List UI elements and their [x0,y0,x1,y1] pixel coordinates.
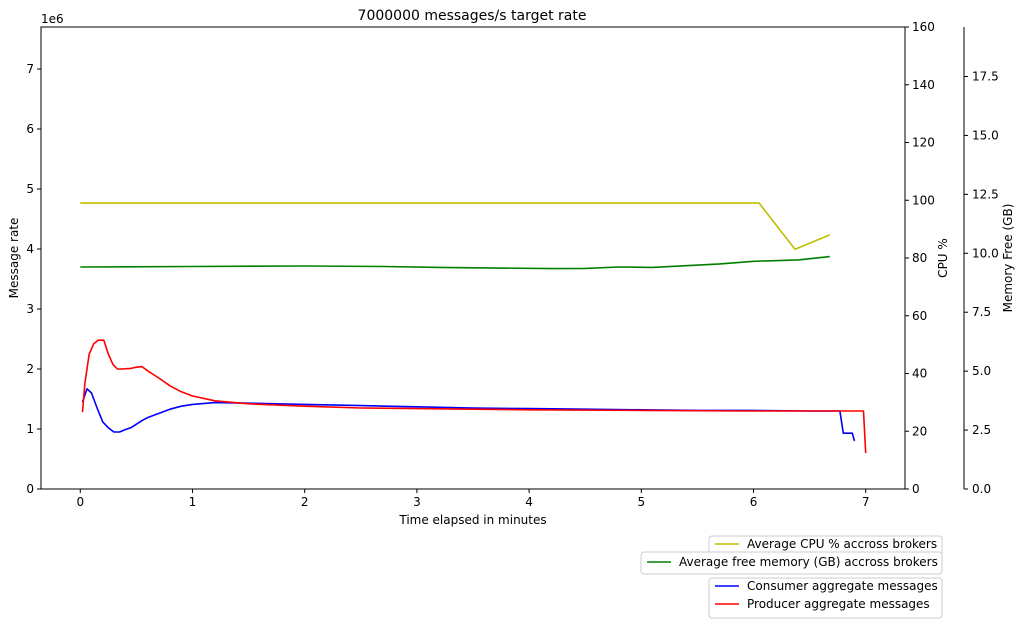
y-memory-tick-label: 0.0 [972,482,991,496]
y-left-axis-label: Message rate [7,218,21,299]
y-memory-tick-label: 7.5 [972,305,991,319]
y-left-tick-label: 6 [26,122,34,136]
y-cpu-axis-label: CPU % [936,238,950,278]
y-cpu-tick-label: 140 [912,78,935,92]
legend-layer: Average CPU % accross brokers Average fre… [640,535,943,619]
y-memory-tick-label: 2.5 [972,423,991,437]
y-left-tick-label: 2 [26,362,34,376]
legend-label: Producer aggregate messages [747,597,930,611]
y-memory-tick-label: 12.5 [972,187,999,201]
y-cpu-tick-label: 60 [912,309,927,323]
x-tick-label: 5 [637,495,645,509]
y-left-offset-text: 1e6 [41,12,64,26]
y-cpu-tick-label: 100 [912,193,935,207]
plot-area [80,202,867,454]
x-tick-label: 0 [76,495,84,509]
series-line-3 [81,339,867,454]
legend-label: Consumer aggregate messages [747,579,938,593]
x-tick-label: 4 [525,495,533,509]
legend-label: Average CPU % accross brokers [747,537,937,551]
y-cpu-tick-label: 120 [912,136,935,150]
y-left-tick-label: 0 [26,482,34,496]
y-cpu-tick-label: 0 [912,482,920,496]
x-tick-label: 6 [750,495,758,509]
chart-title: 7000000 messages/s target rate [358,8,587,24]
y-memory-tick-label: 10.0 [972,246,999,260]
x-tick-label: 1 [189,495,197,509]
legend-box [640,551,943,575]
legend-box [708,577,943,619]
y-left-tick-label: 5 [26,182,34,196]
y-cpu-tick-label: 40 [912,367,927,381]
y-cpu-tick-label: 160 [912,20,935,34]
x-tick-label: 2 [301,495,309,509]
series-line-1 [80,255,830,270]
y-cpu-tick-label: 80 [912,251,927,265]
y-cpu-tick-label: 20 [912,424,927,438]
y-left-tick-label: 4 [26,242,34,256]
y-memory-axis-label: Memory Free (GB) [1001,204,1015,313]
y-memory-tick-label: 17.5 [972,70,999,84]
axes-layer: 0 1 2 3 4 5 6 7 Time elapsed in minutes 0 1 2 3 4 5 6 7 1… [7,12,1015,527]
y-left-tick-label: 3 [26,302,34,316]
y-memory-tick-label: 5.0 [972,364,991,378]
x-tick-label: 3 [413,495,421,509]
plot-frame [40,26,906,490]
x-axis-label: Time elapsed in minutes [398,513,546,527]
y-memory-tick-label: 15.0 [972,128,999,142]
x-tick-label: 7 [862,495,870,509]
y-left-tick-label: 1 [26,422,34,436]
series-line-0 [80,202,831,251]
y-left-tick-label: 7 [26,62,34,76]
legend-label: Average free memory (GB) accross brokers [679,555,938,569]
